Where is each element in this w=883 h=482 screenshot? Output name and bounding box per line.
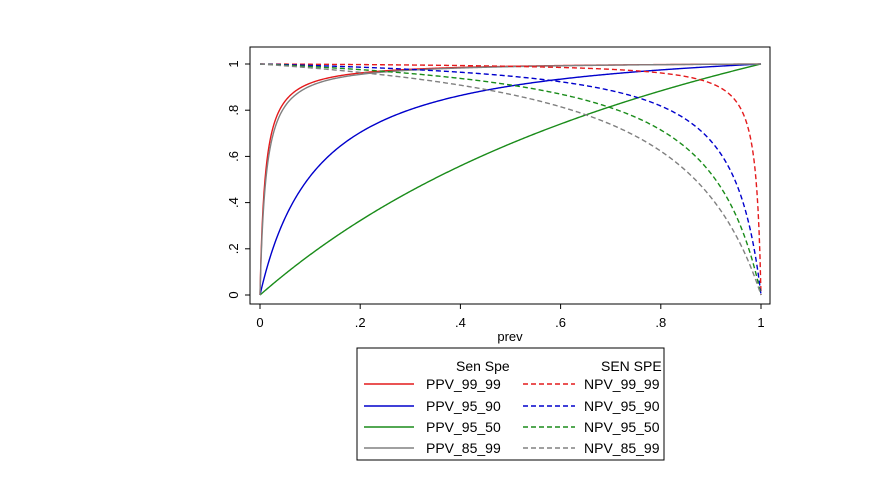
x-axis-label: prev <box>497 329 523 344</box>
series-line-ppv-95-90 <box>259 63 762 296</box>
y-tick-label: .6 <box>226 151 241 162</box>
x-tick-label: .6 <box>555 315 566 330</box>
series-line-npv-99-99 <box>260 63 762 296</box>
legend-box <box>356 347 665 461</box>
series-line-ppv-95-50 <box>259 63 762 296</box>
series-layer <box>259 63 762 296</box>
y-tick-label: .4 <box>226 197 241 208</box>
legend-label: NPV_85_99 <box>584 440 660 456</box>
series-line-npv-95-50 <box>259 63 762 296</box>
x-tick-label: .8 <box>655 315 666 330</box>
legend-label: NPV_99_99 <box>584 376 660 392</box>
series-line-npv-85-99 <box>259 63 762 296</box>
legend-label: PPV_85_99 <box>426 440 501 456</box>
y-tick-label: 1 <box>226 60 241 67</box>
y-tick-label: .8 <box>226 105 241 116</box>
legend-label: NPV_95_50 <box>584 419 660 435</box>
legend: Sen Spe SEN SPE PPV_99_99 PPV_95_90 PPV_95… <box>356 347 665 461</box>
series-line-npv-95-90 <box>259 63 762 296</box>
legend-header-right: SEN SPE <box>601 358 662 374</box>
y-tick-label: 0 <box>226 291 241 298</box>
legend-label: PPV_99_99 <box>426 376 501 392</box>
plot-frame <box>249 46 771 305</box>
x-tick-label: 1 <box>757 315 764 330</box>
y-axis: 0 .2 .4 .6 .8 1 <box>226 60 250 299</box>
x-axis: 0 .2 .4 .6 .8 1 <box>256 304 765 330</box>
x-tick-label: 0 <box>256 315 263 330</box>
legend-label: PPV_95_50 <box>426 419 501 435</box>
y-tick-label: .2 <box>226 243 241 254</box>
x-tick-label: .2 <box>355 315 366 330</box>
legend-header-left: Sen Spe <box>456 358 510 374</box>
x-tick-label: .4 <box>455 315 466 330</box>
legend-label: NPV_95_90 <box>584 398 660 414</box>
legend-label: PPV_95_90 <box>426 398 501 414</box>
legend-entries: PPV_99_99 PPV_95_90 PPV_95_50 PPV_85_99 NPV_… <box>364 376 660 456</box>
